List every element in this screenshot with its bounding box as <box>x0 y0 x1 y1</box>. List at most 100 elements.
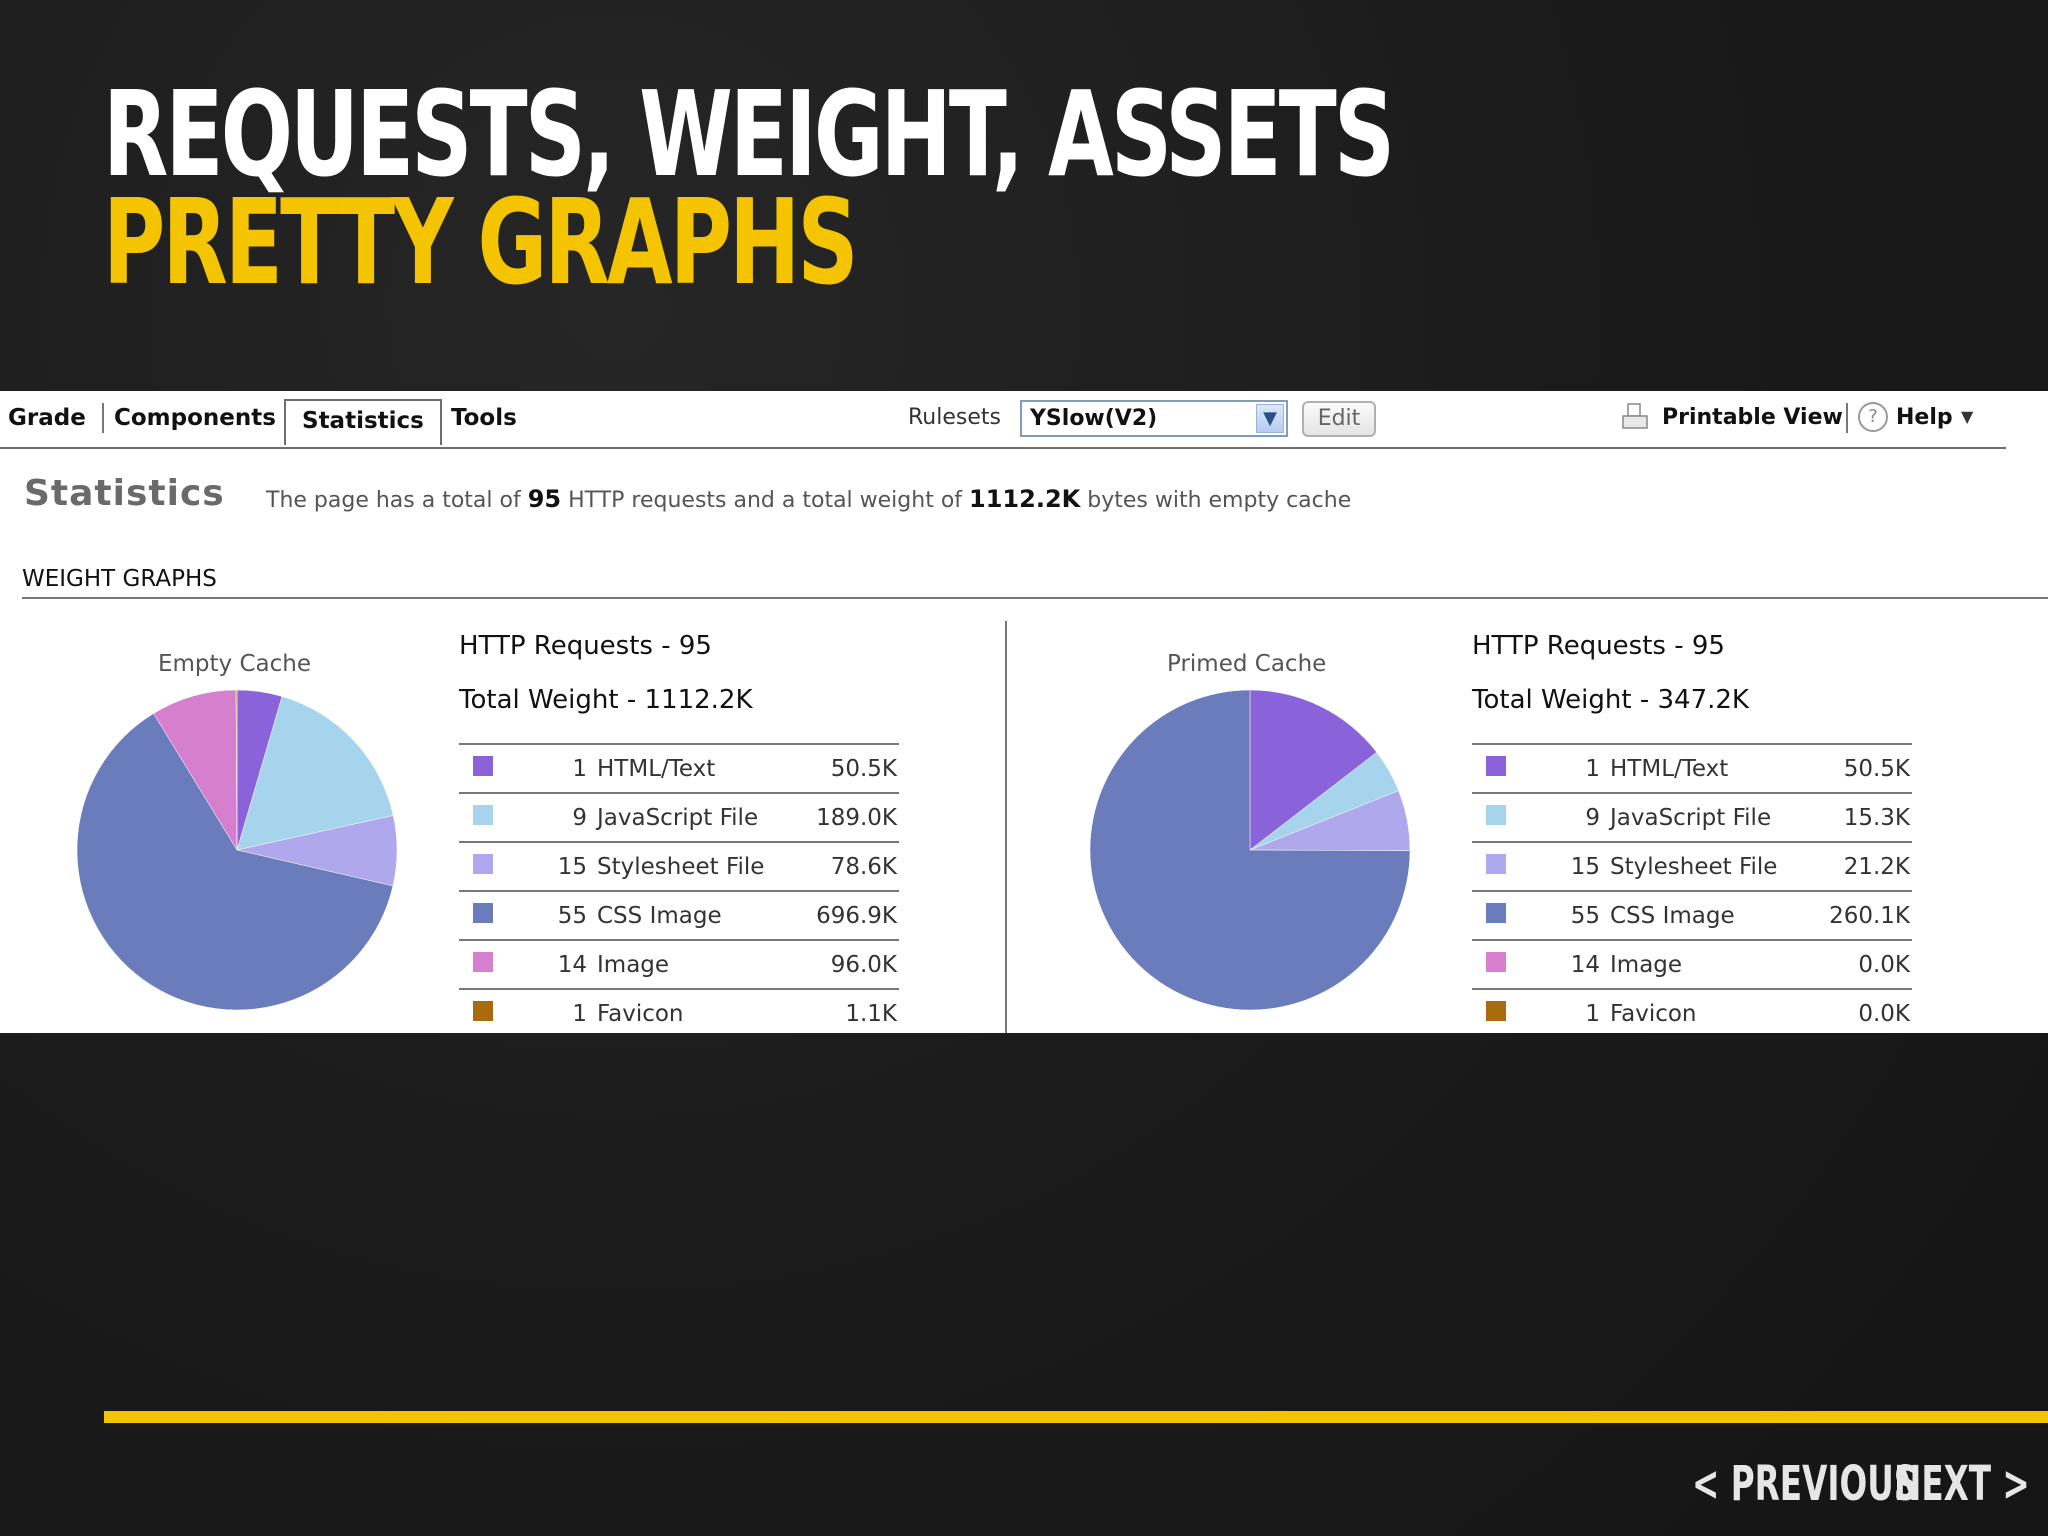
legend-count: 9 <box>1585 804 1600 831</box>
empty-cache-requests: HTTP Requests - 95 <box>459 631 712 661</box>
summary-prefix: The page has a total of <box>266 488 521 513</box>
legend-value: 696.9K <box>816 902 897 929</box>
legend-swatch <box>1486 1001 1506 1021</box>
title-line-1: REQUESTS, WEIGHT, ASSETS <box>103 65 1395 203</box>
summary-mid: HTTP requests and a total weight of <box>568 488 963 513</box>
legend-count: 1 <box>572 1001 587 1027</box>
tab-statistics[interactable]: Statistics <box>284 399 442 445</box>
legend-name: Image <box>1610 951 1683 978</box>
empty-cache-label: Empty Cache <box>158 651 312 677</box>
empty-cache-stats: HTTP Requests - 95 Total Weight - 1112.2… <box>459 631 899 1033</box>
tab-grade[interactable]: Grade <box>8 403 104 433</box>
summary-requests: 95 <box>527 485 562 513</box>
legend-value: 78.6K <box>830 853 897 880</box>
legend-count: 15 <box>1570 853 1600 880</box>
statistics-summary: The page has a total of 95 HTTP requests… <box>266 485 1351 513</box>
legend-row: 55 CSS Image 696.9K <box>459 891 899 940</box>
legend-row: 14 Image 0.0K <box>1472 940 1912 989</box>
chevron-left-icon: < <box>1692 1456 1720 1512</box>
legend-name: JavaScript File <box>1610 804 1772 831</box>
pie-slice-html-text <box>1249 689 1378 851</box>
legend-value: 260.1K <box>1829 902 1910 929</box>
legend-swatch <box>473 1001 493 1021</box>
empty-cache-pie-chart <box>76 689 398 1011</box>
legend-value: 1.1K <box>845 1001 897 1027</box>
toolbar-divider <box>1846 403 1848 433</box>
legend-value: 189.0K <box>816 804 897 831</box>
legend-swatch <box>473 853 493 874</box>
primed-cache-label: Primed Cache <box>1167 651 1327 677</box>
empty-cache-total-weight: Total Weight - 1112.2K <box>459 685 753 715</box>
legend-name: Stylesheet File <box>597 853 765 880</box>
legend-count: 15 <box>557 853 587 880</box>
pie-slice-favicon <box>235 689 238 851</box>
legend-row: 9 JavaScript File 15.3K <box>1472 793 1912 842</box>
tab-tools[interactable]: Tools <box>451 405 517 431</box>
help-dropdown-icon[interactable]: ▼ <box>1961 407 1974 426</box>
legend-count: 9 <box>572 804 587 831</box>
bottom-accent-rule <box>104 1411 2048 1423</box>
next-label: NEXT <box>1894 1456 1992 1512</box>
legend-value: 50.5K <box>830 755 897 782</box>
legend-swatch <box>473 902 493 923</box>
legend-name: Favicon <box>597 1001 684 1027</box>
graphs-divider <box>1005 621 1007 1033</box>
legend-name: Favicon <box>1610 1001 1697 1027</box>
help-link[interactable]: Help <box>1896 405 1953 430</box>
legend-row: 1 HTML/Text 50.5K <box>1472 744 1912 793</box>
legend-row: 1 Favicon 1.1K <box>459 989 899 1033</box>
statistics-heading: Statistics <box>24 473 225 514</box>
legend-swatch <box>1486 902 1506 923</box>
legend-name: Image <box>597 951 670 978</box>
chevron-right-icon: > <box>2002 1456 2030 1512</box>
legend-row: 14 Image 96.0K <box>459 940 899 989</box>
legend-row: 9 JavaScript File 189.0K <box>459 793 899 842</box>
edit-button[interactable]: Edit <box>1302 401 1376 437</box>
pie-slice-image <box>153 689 238 851</box>
legend-count: 1 <box>1585 1001 1600 1027</box>
legend-count: 1 <box>1585 755 1600 782</box>
primed-cache-legend: 1 HTML/Text 50.5K 9 JavaScript File 15.3K 15 St… <box>1472 743 1912 1033</box>
legend-name: Stylesheet File <box>1610 853 1778 880</box>
legend-name: HTML/Text <box>1610 755 1729 782</box>
rulesets-label: Rulesets <box>908 405 1001 430</box>
legend-count: 55 <box>557 902 587 929</box>
ruleset-value: YSlow(V2) <box>1030 406 1158 431</box>
summary-suffix: bytes with empty cache <box>1087 488 1352 513</box>
next-button[interactable]: NEXT > <box>1894 1456 2030 1512</box>
primed-cache-requests: HTTP Requests - 95 <box>1472 631 1725 661</box>
pie-slice-css-image <box>1089 689 1411 1011</box>
help-icon[interactable]: ? <box>1858 402 1888 432</box>
legend-value: 96.0K <box>830 951 897 978</box>
legend-row: 15 Stylesheet File 21.2K <box>1472 842 1912 891</box>
legend-name: HTML/Text <box>597 755 716 782</box>
title-line-2: PRETTY GRAPHS <box>103 173 859 311</box>
primed-cache-total-weight: Total Weight - 347.2K <box>1472 685 1749 715</box>
legend-count: 1 <box>572 755 587 782</box>
legend-swatch <box>473 755 493 776</box>
ruleset-select[interactable]: YSlow(V2) ▼ <box>1020 400 1288 437</box>
legend-row: 1 HTML/Text 50.5K <box>459 744 899 793</box>
legend-value: 50.5K <box>1843 755 1910 782</box>
section-divider <box>22 597 2048 599</box>
previous-button[interactable]: < PREVIOUS <box>1692 1456 1917 1512</box>
legend-value: 0.0K <box>1858 1001 1910 1027</box>
legend-name: CSS Image <box>1610 902 1735 929</box>
chevron-down-icon[interactable]: ▼ <box>1256 404 1284 433</box>
printable-view-link[interactable]: Printable View <box>1662 405 1843 430</box>
legend-swatch <box>1486 951 1506 972</box>
primed-cache-stats: HTTP Requests - 95 Total Weight - 347.2K… <box>1472 631 1912 1033</box>
legend-name: JavaScript File <box>597 804 759 831</box>
tab-bar: Grade Components Statistics Tools Rulese… <box>0 391 2006 449</box>
legend-swatch <box>1486 853 1506 874</box>
previous-label: PREVIOUS <box>1730 1456 1918 1512</box>
legend-value: 0.0K <box>1858 951 1910 978</box>
weight-graphs-heading: WEIGHT GRAPHS <box>22 566 217 592</box>
legend-swatch <box>473 804 493 825</box>
legend-count: 55 <box>1570 902 1600 929</box>
legend-swatch <box>1486 804 1506 825</box>
printer-icon[interactable] <box>1622 403 1648 431</box>
tab-components[interactable]: Components <box>114 403 294 433</box>
legend-row: 15 Stylesheet File 78.6K <box>459 842 899 891</box>
empty-cache-legend: 1 HTML/Text 50.5K 9 JavaScript File 189.0K 15 S… <box>459 743 899 1033</box>
